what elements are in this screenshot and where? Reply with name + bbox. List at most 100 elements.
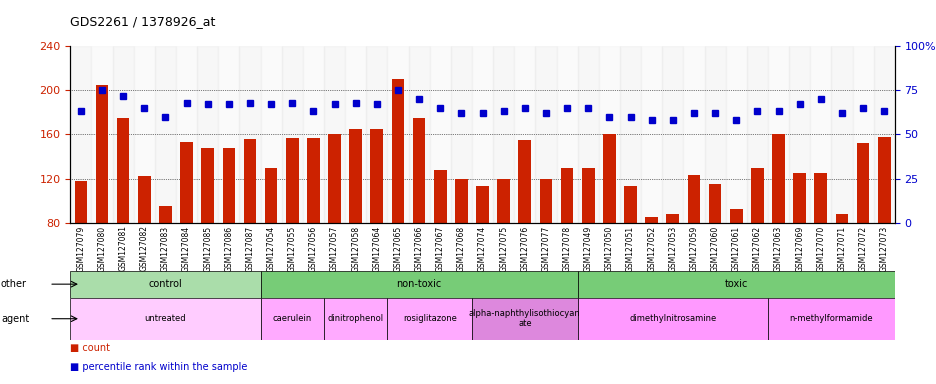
Bar [75, 181, 87, 223]
Bar [112, 46, 134, 223]
Text: other: other [1, 279, 27, 289]
Bar [623, 186, 636, 223]
Bar [387, 46, 408, 223]
Bar [788, 46, 810, 223]
Text: untreated: untreated [144, 314, 186, 323]
Bar [324, 298, 387, 340]
Bar [450, 46, 472, 223]
Text: dimethylnitrosamine: dimethylnitrosamine [629, 314, 716, 323]
Bar [810, 46, 830, 223]
Bar [620, 46, 640, 223]
Bar [455, 179, 467, 223]
Bar [70, 298, 260, 340]
Bar [344, 46, 366, 223]
Bar [497, 179, 509, 223]
Bar [856, 143, 869, 223]
Bar [307, 138, 319, 223]
Text: control: control [149, 279, 183, 289]
Bar [560, 167, 573, 223]
Bar [134, 46, 154, 223]
Bar [387, 298, 472, 340]
Bar [704, 46, 724, 223]
Bar [92, 46, 112, 223]
Bar [324, 46, 344, 223]
Bar [433, 170, 446, 223]
Bar [302, 46, 324, 223]
Bar [366, 46, 387, 223]
Bar [370, 129, 383, 223]
Bar [265, 167, 277, 223]
Bar [430, 46, 450, 223]
Bar [117, 118, 129, 223]
Bar [197, 46, 218, 223]
Bar [662, 46, 682, 223]
Bar [413, 118, 425, 223]
Bar [328, 134, 341, 223]
Bar [222, 148, 235, 223]
Bar [260, 298, 324, 340]
Bar [687, 175, 699, 223]
Bar [682, 46, 704, 223]
Text: caerulein: caerulein [272, 314, 312, 323]
Bar [768, 46, 788, 223]
Bar [260, 46, 282, 223]
Bar [746, 46, 768, 223]
Bar [603, 134, 615, 223]
Bar [877, 137, 889, 223]
Bar [408, 46, 430, 223]
Bar [70, 46, 92, 223]
Text: n-methylformamide: n-methylformamide [789, 314, 872, 323]
Bar [176, 46, 197, 223]
Text: rosiglitazone: rosiglitazone [402, 314, 456, 323]
Bar [872, 46, 894, 223]
Bar [240, 46, 260, 223]
Bar [138, 176, 151, 223]
Bar [813, 173, 826, 223]
Bar [578, 46, 598, 223]
Bar [518, 140, 531, 223]
Bar [349, 129, 361, 223]
Bar [835, 214, 847, 223]
Bar [391, 79, 404, 223]
Bar [598, 46, 620, 223]
Bar [793, 173, 805, 223]
Bar [70, 271, 260, 298]
Bar [645, 217, 657, 223]
Bar [159, 206, 171, 223]
Bar [830, 46, 852, 223]
Bar [154, 46, 176, 223]
Bar [768, 298, 894, 340]
Bar [534, 46, 556, 223]
Bar [556, 46, 578, 223]
Text: GDS2261 / 1378926_at: GDS2261 / 1378926_at [70, 15, 215, 28]
Bar [724, 46, 746, 223]
Bar [539, 179, 551, 223]
Text: toxic: toxic [724, 279, 747, 289]
Bar [472, 298, 578, 340]
Bar [260, 271, 578, 298]
Text: dinitrophenol: dinitrophenol [328, 314, 384, 323]
Bar [708, 184, 721, 223]
Bar [729, 210, 742, 223]
Text: ■ count: ■ count [70, 343, 110, 353]
Bar [578, 298, 768, 340]
Bar [201, 148, 213, 223]
Bar [180, 142, 193, 223]
Bar [243, 139, 256, 223]
Bar [581, 167, 594, 223]
Bar [514, 46, 534, 223]
Text: agent: agent [1, 314, 29, 324]
Bar [218, 46, 240, 223]
Bar [492, 46, 514, 223]
Bar [751, 167, 763, 223]
Bar [771, 134, 784, 223]
Text: alpha-naphthylisothiocyan
ate: alpha-naphthylisothiocyan ate [468, 309, 580, 328]
Bar [285, 138, 299, 223]
Bar [665, 214, 679, 223]
Bar [95, 85, 109, 223]
Bar [282, 46, 302, 223]
Text: ■ percentile rank within the sample: ■ percentile rank within the sample [70, 362, 247, 372]
Bar [640, 46, 662, 223]
Text: non-toxic: non-toxic [396, 279, 441, 289]
Bar [475, 186, 489, 223]
